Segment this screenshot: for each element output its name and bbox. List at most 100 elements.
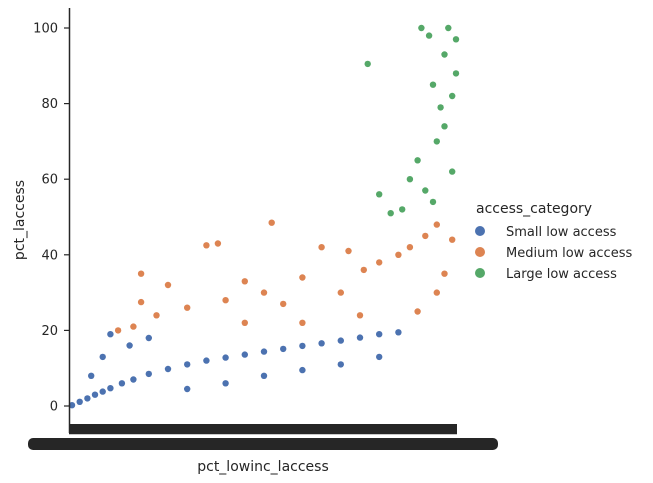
data-point — [406, 176, 414, 183]
data-point — [68, 402, 76, 409]
y-tick-label: 20 — [41, 324, 58, 339]
data-point — [126, 342, 133, 349]
data-point — [318, 244, 325, 251]
legend-label-medium: Medium low access — [506, 246, 632, 261]
legend-marker-small — [475, 226, 485, 236]
data-point — [376, 331, 383, 338]
data-point — [107, 385, 114, 392]
data-point — [222, 297, 229, 304]
data-point — [433, 221, 440, 228]
x-tick-band — [69, 424, 457, 433]
data-point — [222, 380, 229, 387]
data-point — [84, 395, 91, 402]
data-point — [452, 70, 460, 77]
data-point — [99, 388, 106, 395]
data-point — [449, 92, 456, 100]
data-point — [441, 270, 448, 277]
data-point — [395, 251, 402, 258]
data-point — [364, 60, 371, 68]
data-point — [145, 370, 152, 378]
data-point — [395, 329, 402, 336]
data-point — [99, 353, 106, 361]
legend-label-large: Large low access — [506, 267, 617, 282]
data-point — [241, 351, 248, 358]
legend-marker-large — [475, 268, 485, 278]
data-point — [360, 266, 367, 274]
points-layer — [68, 24, 460, 409]
data-point — [406, 244, 414, 251]
data-point — [441, 51, 448, 58]
data-point — [429, 198, 437, 206]
data-point — [137, 270, 145, 277]
data-point — [345, 247, 352, 255]
data-point — [137, 298, 145, 306]
data-point — [356, 334, 364, 341]
data-point — [268, 219, 275, 226]
data-point — [241, 278, 248, 285]
y-tick-label: 0 — [50, 400, 58, 415]
data-point — [376, 191, 383, 198]
data-point — [299, 319, 306, 326]
data-point — [299, 342, 306, 350]
data-point — [299, 366, 306, 374]
data-point — [88, 372, 95, 379]
data-point — [452, 36, 460, 43]
data-point — [318, 340, 325, 347]
y-tick-label: 100 — [33, 22, 58, 37]
data-point — [214, 240, 222, 247]
data-point — [76, 398, 83, 405]
data-point — [280, 300, 287, 308]
data-point — [260, 348, 268, 355]
data-point — [356, 312, 364, 319]
data-point — [425, 32, 433, 39]
data-point — [130, 376, 137, 383]
data-point — [241, 319, 248, 326]
data-point — [433, 138, 440, 145]
data-point — [414, 157, 421, 164]
data-point — [153, 312, 160, 319]
data-point — [184, 304, 191, 311]
legend-marker-medium — [475, 247, 485, 257]
data-point — [164, 365, 172, 373]
data-point — [260, 372, 268, 379]
y-tick-label: 60 — [41, 173, 58, 188]
data-point — [422, 187, 429, 194]
y-tick-label: 80 — [41, 97, 58, 112]
data-point — [429, 81, 437, 88]
data-point — [91, 391, 99, 398]
data-point — [422, 232, 429, 240]
data-point — [203, 357, 210, 364]
data-point — [184, 361, 191, 368]
y-axis-title: pct_laccess — [12, 180, 28, 260]
data-point — [399, 206, 406, 213]
data-point — [387, 210, 394, 217]
data-point — [433, 289, 440, 296]
data-point — [118, 380, 126, 387]
data-point — [445, 24, 452, 32]
legend-title: access_category — [476, 201, 592, 217]
x-tick-label-band — [28, 438, 498, 450]
y-tick-label: 40 — [41, 248, 58, 263]
data-point — [164, 281, 172, 289]
data-point — [145, 334, 152, 342]
legend: access_category Small low access Medium … — [475, 201, 632, 282]
data-point — [437, 104, 444, 111]
legend-label-small: Small low access — [506, 225, 617, 240]
data-point — [260, 289, 268, 296]
data-point — [418, 24, 425, 32]
data-point — [184, 385, 191, 393]
data-point — [414, 308, 421, 315]
data-point — [337, 289, 344, 296]
data-point — [114, 327, 122, 334]
data-point — [376, 259, 383, 266]
data-point — [280, 345, 287, 353]
y-ticks: 0 20 40 60 80 100 — [33, 22, 69, 415]
data-point — [107, 331, 114, 338]
data-point — [222, 354, 229, 361]
data-point — [441, 123, 448, 130]
data-point — [449, 168, 456, 175]
data-point — [299, 274, 306, 281]
data-point — [337, 361, 344, 368]
data-point — [376, 353, 383, 361]
